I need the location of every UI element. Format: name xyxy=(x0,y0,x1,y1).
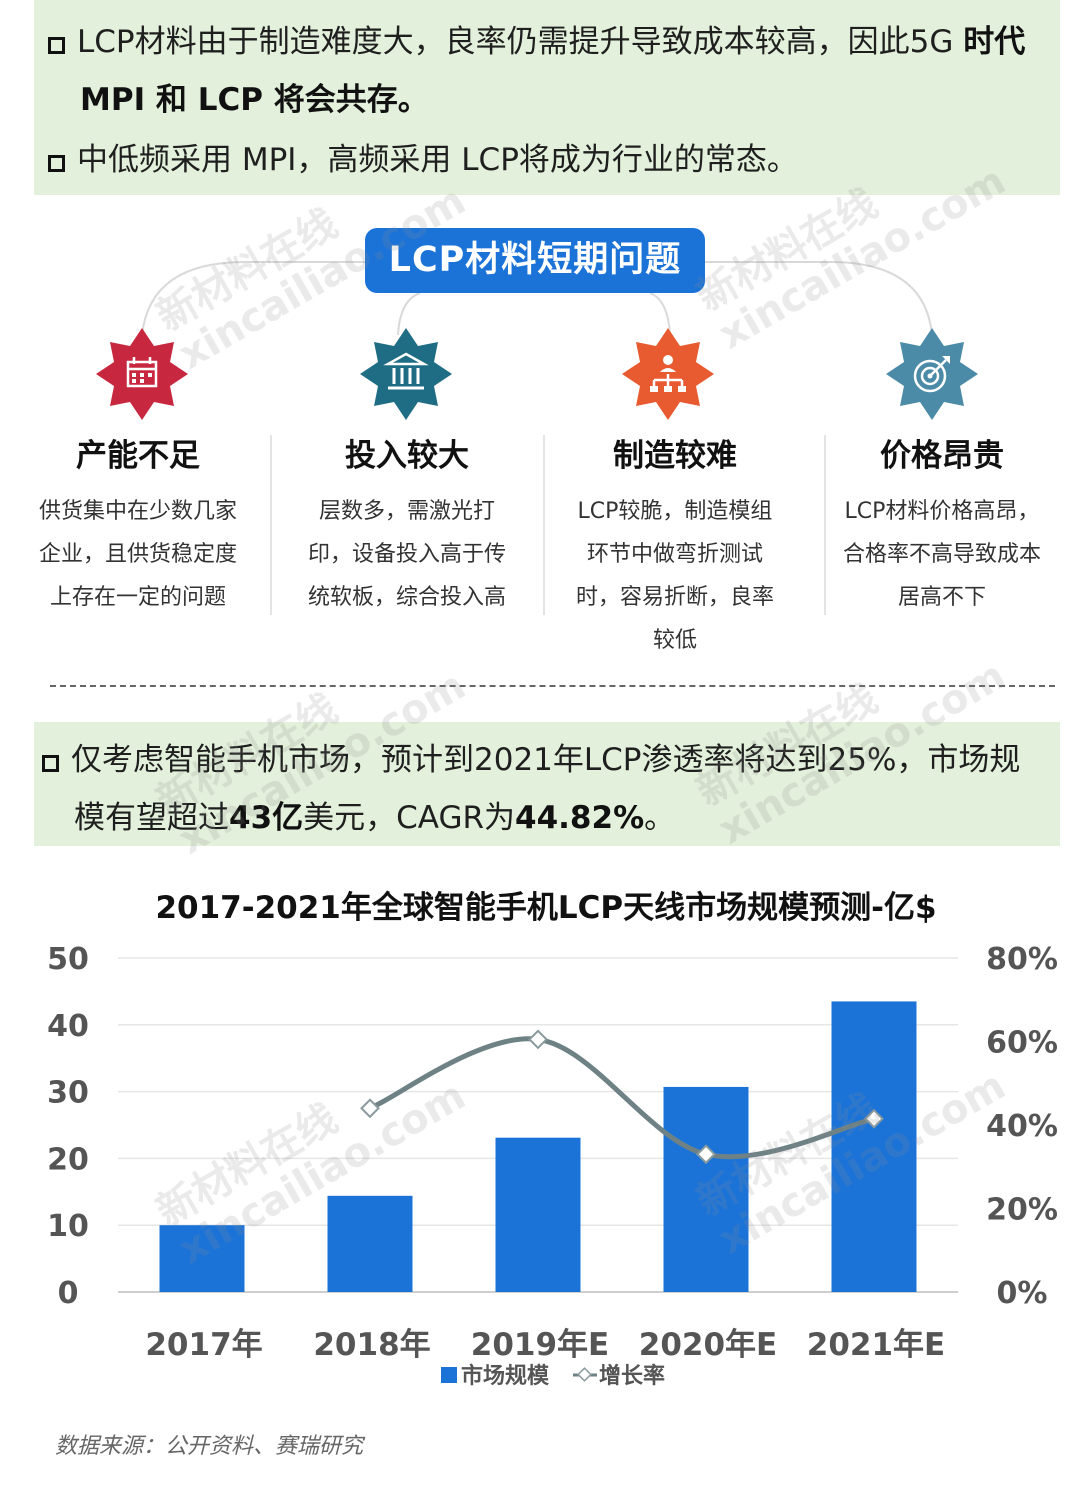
y-right-tick-label: 40% xyxy=(986,1109,1058,1144)
divider xyxy=(270,435,272,615)
chart-title: 2017-2021年全球智能手机LCP天线市场规模预测-亿$ xyxy=(155,890,936,926)
issue-capacity: 产能不足 供货集中在少数几家 企业，且供货稳定度 上存在一定的问题 xyxy=(8,430,268,619)
x-tick-label: 2017年 xyxy=(145,1327,262,1363)
legend-bar-swatch xyxy=(441,1367,457,1383)
growth-point-3 xyxy=(696,1144,716,1165)
market-chart: 2017-2021年全球智能手机LCP天线市场规模预测-亿$ 0 10 20 30 40 5… xyxy=(47,890,1058,1389)
y-right-tick-label: 0% xyxy=(997,1276,1048,1311)
network-icon xyxy=(622,328,714,420)
issues-title: LCP材料短期问题 xyxy=(365,228,705,293)
market-bullet: 仅考虑智能手机市场，预计到2021年LCP渗透率将达到25%，市场规 xyxy=(42,740,1020,780)
y-left-tick-label: 40 xyxy=(47,1009,89,1044)
x-tick-label: 2020年E xyxy=(639,1327,777,1363)
intro-bullet-1: LCP材料由于制造难度大，良率仍需提升导致成本较高，因此5G 时代 xyxy=(48,22,1025,62)
issue-description: 层数多，需激光打 印，设备投入高于传 统软板，综合投入高 xyxy=(307,499,506,610)
issue-manufacturing: 制造较难 LCP较脆，制造模组 环节中做弯折测试 时，容易折断，良率 较低 xyxy=(545,430,805,662)
divider xyxy=(543,435,545,615)
x-tick-label: 2019年E xyxy=(471,1327,609,1363)
y-left-tick-label: 50 xyxy=(47,942,89,977)
intro-bullet-2: 中低频采用 MPI，高频采用 LCP将成为行业的常态。 xyxy=(48,140,798,180)
data-source: 数据来源：公开资料、赛瑞研究 xyxy=(55,1434,364,1459)
market-box: 仅考虑智能手机市场，预计到2021年LCP渗透率将达到25%，市场规 模有望超过… xyxy=(34,722,1060,846)
bank-icon xyxy=(360,328,452,420)
growth-rate-line xyxy=(369,1036,875,1160)
growth-point-2 xyxy=(528,1029,548,1050)
issue-investment: 投入较大 层数多，需激光打 印，设备投入高于传 统软板，综合投入高 xyxy=(277,430,537,619)
issue-description: LCP材料价格高昂， 合格率不高导致成本 居高不下 xyxy=(842,499,1041,610)
square-bullet-icon xyxy=(48,37,65,54)
bar-2 xyxy=(327,1195,413,1292)
x-tick-label: 2021年E xyxy=(807,1327,945,1363)
legend-bar-label: 市场规模 xyxy=(461,1363,550,1389)
issue-description: LCP较脆，制造模组 环节中做弯折测试 时，容易折断，良率 较低 xyxy=(575,499,774,653)
issue-description: 供货集中在少数几家 企业，且供货稳定度 上存在一定的问题 xyxy=(38,499,237,610)
divider xyxy=(824,435,826,615)
bar-1 xyxy=(159,1225,245,1292)
issue-price: 价格昂贵 LCP材料价格高昂， 合格率不高导致成本 居高不下 xyxy=(812,430,1072,619)
bar-4 xyxy=(663,1086,749,1292)
y-left-tick-label: 20 xyxy=(47,1142,89,1177)
x-tick-label: 2018年 xyxy=(313,1327,430,1363)
y-left-tick-label: 30 xyxy=(47,1076,89,1111)
y-right-tick-label: 80% xyxy=(986,942,1058,977)
y-left-tick-label: 0 xyxy=(58,1276,79,1311)
section-divider xyxy=(50,685,1055,687)
legend-line-marker xyxy=(577,1367,592,1382)
target-icon xyxy=(886,328,978,420)
y-right-tick-label: 20% xyxy=(986,1193,1058,1228)
growth-point-1 xyxy=(360,1098,380,1119)
square-bullet-icon xyxy=(42,755,59,772)
issue-connectors xyxy=(141,261,933,336)
bar-3 xyxy=(495,1137,581,1292)
growth-point-4 xyxy=(864,1108,884,1129)
intro-box: LCP材料由于制造难度大，良率仍需提升导致成本较高，因此5G 时代 MPI 和 … xyxy=(34,0,1060,195)
square-bullet-icon xyxy=(48,155,65,172)
intro-bullet-1-cont: MPI 和 LCP 将会共存。 xyxy=(80,82,429,118)
calendar-icon xyxy=(96,328,188,420)
legend-line-label: 增长率 xyxy=(599,1363,665,1389)
y-right-tick-label: 60% xyxy=(986,1026,1058,1061)
y-left-tick-label: 10 xyxy=(47,1209,89,1244)
bar-5 xyxy=(831,1001,917,1292)
market-bullet-cont: 模有望超过43亿美元，CAGR为44.82%。 xyxy=(74,800,676,836)
